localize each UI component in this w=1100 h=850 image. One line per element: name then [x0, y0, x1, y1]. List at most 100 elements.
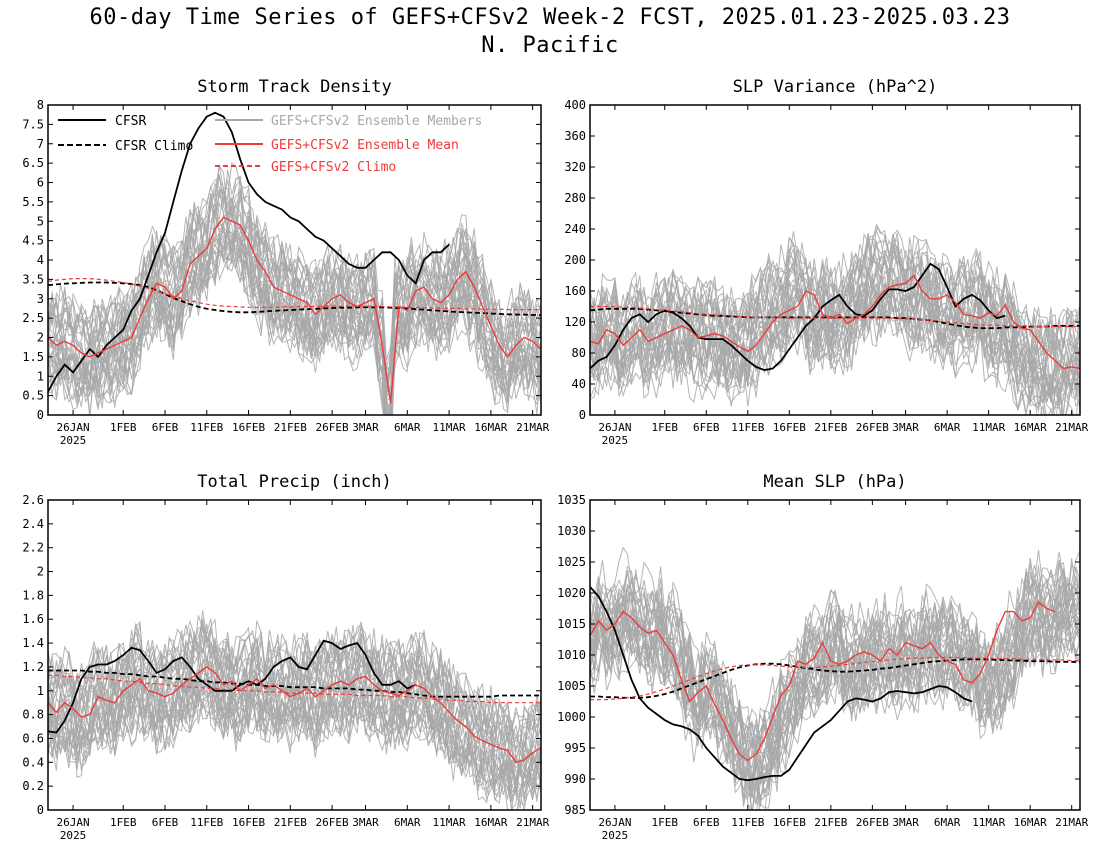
- legend-label-1: CFSR: [115, 114, 146, 129]
- x-tick-label: 3MAR: [352, 816, 379, 829]
- ensemble-member-line: [48, 169, 541, 397]
- chart-panel-2: 0 40 80 120 160 200 240 280 320 360 400 26JAN 1FEB 6F…: [564, 77, 1088, 447]
- chart-panel-1: 0 0.5 1 1.5 2 2.5 3 3.5 4 4.5 5 5.5 6 6.5 7 7.5 8 26JAN 1F…: [22, 77, 549, 447]
- y-tick-label: 200: [564, 253, 586, 267]
- y-tick-label: 985: [564, 803, 586, 817]
- x-tick-label: 6MAR: [934, 421, 961, 434]
- series-line-cfsr-climo: [590, 307, 1080, 330]
- ensemble-member-line: [48, 621, 541, 760]
- x-tick-label: 21MAR: [516, 421, 549, 434]
- y-tick-label: 1.4: [22, 636, 44, 650]
- series-line-cfsr-climo: [48, 281, 541, 316]
- x-tick-label: 26FEB: [316, 421, 349, 434]
- y-tick-label: 7.5: [22, 117, 44, 131]
- y-tick-label: 400: [564, 98, 586, 112]
- legend-label-4: GEFS+CFSv2 Ensemble Mean: [271, 138, 459, 153]
- x-tick-label: 26FEB: [856, 816, 889, 829]
- y-tick-label: 995: [564, 741, 586, 755]
- y-tick-label: 4: [37, 253, 44, 267]
- x-tick-label: 16MAR: [474, 816, 507, 829]
- legend-label-3: GEFS+CFSv2 Ensemble Members: [271, 114, 482, 129]
- ensemble-member-line: [590, 250, 1080, 384]
- ensemble-member-line: [48, 671, 541, 800]
- ensemble-member-line: [48, 230, 541, 415]
- y-tick-label: 40: [572, 377, 586, 391]
- ensemble-member-line: [590, 309, 1080, 415]
- y-tick-label: 3: [37, 292, 44, 306]
- ensemble-member-line: [48, 686, 541, 810]
- ensemble-members: [48, 610, 541, 810]
- ensemble-member-line: [48, 201, 541, 398]
- series-line-gefs-cfsv2-climo: [590, 305, 1080, 328]
- x-year-label: 2025: [60, 829, 87, 842]
- x-tick-label: 11MAR: [433, 421, 466, 434]
- y-tick-label: 3.5: [22, 272, 44, 286]
- y-tick-label: 5: [37, 214, 44, 228]
- x-tick-label: 21FEB: [814, 421, 847, 434]
- ensemble-members: [590, 546, 1080, 810]
- series-line-gefs-cfsv2-ensemble-mean: [48, 666, 541, 764]
- ensemble-member-line: [590, 240, 1080, 374]
- y-tick-label: 0: [37, 803, 44, 817]
- ensemble-member-line: [48, 664, 541, 785]
- ensemble-member-line: [590, 575, 1080, 762]
- y-tick-label: 7: [37, 137, 44, 151]
- series-line-cfsr: [590, 262, 1006, 372]
- x-tick-label: 6FEB: [152, 421, 179, 434]
- y-tick-label: 1.8: [22, 588, 44, 602]
- y-tick-label: 160: [564, 284, 586, 298]
- series-line-gefs-cfsv2-ensemble-mean: [48, 216, 541, 404]
- y-tick-label: 2.5: [22, 311, 44, 325]
- x-tick-label: 6FEB: [693, 421, 720, 434]
- x-tick-label: 3MAR: [892, 816, 919, 829]
- x-tick-label: 16MAR: [474, 421, 507, 434]
- ensemble-member-line: [48, 684, 541, 810]
- y-tick-label: 1015: [557, 617, 586, 631]
- ensemble-member-line: [48, 237, 541, 415]
- series-line-cfsr: [48, 639, 417, 734]
- x-year-label: 2025: [602, 434, 629, 447]
- x-tick-label: 26FEB: [316, 816, 349, 829]
- x-tick-label: 16MAR: [1014, 816, 1047, 829]
- x-tick-label: 26JAN: [57, 421, 90, 434]
- x-tick-label: 21FEB: [274, 816, 307, 829]
- x-tick-label: 6MAR: [934, 816, 961, 829]
- x-tick-label: 21FEB: [274, 421, 307, 434]
- panel-title: Storm Track Density: [197, 77, 391, 97]
- ensemble-member-line: [590, 286, 1080, 415]
- y-tick-label: 1.2: [22, 660, 44, 674]
- ensemble-member-line: [48, 672, 541, 796]
- y-tick-label: 0.2: [22, 779, 44, 793]
- ensemble-member-line: [48, 620, 541, 749]
- x-tick-label: 6MAR: [394, 816, 421, 829]
- ensemble-member-line: [590, 289, 1080, 415]
- x-tick-label: 26FEB: [856, 421, 889, 434]
- ensemble-member-line: [48, 188, 541, 380]
- y-tick-label: 0.8: [22, 708, 44, 722]
- figure-title-line2: N. Pacific: [481, 33, 619, 58]
- y-tick-label: 2.2: [22, 541, 44, 555]
- panel-title: Mean SLP (hPa): [763, 472, 906, 492]
- x-tick-label: 16MAR: [1014, 421, 1047, 434]
- series-line-gefs-cfsv2-climo: [48, 674, 541, 704]
- series-line-gefs-cfsv2-ensemble-mean: [590, 601, 1056, 762]
- y-tick-label: 5.5: [22, 195, 44, 209]
- y-tick-label: 120: [564, 315, 586, 329]
- chart-panel-3: 0 0.2 0.4 0.6 0.8 1 1.2 1.4 1.6 1.8 2 2.2 2.4 2.6 26JA…: [22, 472, 549, 842]
- y-tick-label: 2: [37, 331, 44, 345]
- y-tick-label: 8: [37, 98, 44, 112]
- x-tick-label: 16FEB: [232, 421, 265, 434]
- y-tick-label: 1035: [557, 493, 586, 507]
- ensemble-member-line: [48, 677, 541, 809]
- x-tick-label: 16FEB: [773, 421, 806, 434]
- x-tick-label: 3MAR: [892, 421, 919, 434]
- series-line-cfsr-climo: [590, 658, 1080, 699]
- x-tick-label: 11MAR: [433, 816, 466, 829]
- series-line-cfsr-climo: [48, 669, 541, 698]
- y-tick-label: 2.4: [22, 517, 44, 531]
- y-tick-label: 1: [37, 369, 44, 383]
- ensemble-member-line: [590, 594, 1080, 785]
- ensemble-member-line: [590, 583, 1080, 767]
- ensemble-member-line: [590, 584, 1080, 757]
